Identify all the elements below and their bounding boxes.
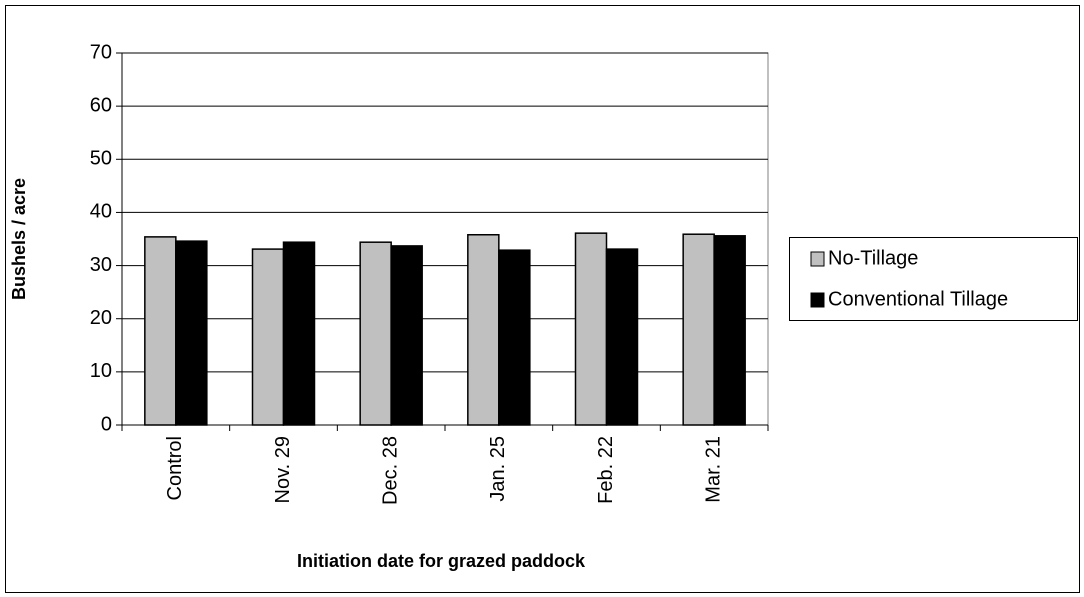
bar xyxy=(498,249,531,426)
bar xyxy=(605,248,639,426)
bar xyxy=(467,233,500,426)
y-tick-label: 50 xyxy=(90,148,112,170)
bar xyxy=(144,236,177,426)
y-tick-label: 0 xyxy=(101,413,112,435)
y-tick-label: 70 xyxy=(90,41,112,63)
x-tick-label: Jan. 25 xyxy=(487,436,509,502)
y-tick-label: 40 xyxy=(90,201,112,223)
bar xyxy=(175,240,208,426)
x-axis-title: Initiation date for grazed paddock xyxy=(297,551,586,571)
y-axis-title: Bushels / acre xyxy=(9,178,29,300)
y-tick-label: 60 xyxy=(90,94,112,116)
y-tick-label: 10 xyxy=(90,360,112,382)
legend-label: No-Tillage xyxy=(828,247,918,269)
x-tick-label: Dec. 28 xyxy=(379,436,401,505)
x-tick-label: Nov. 29 xyxy=(272,436,294,503)
y-tick-label: 30 xyxy=(90,254,112,276)
bar xyxy=(574,232,608,426)
bar xyxy=(682,233,715,426)
bar xyxy=(359,241,392,426)
legend-swatch xyxy=(810,251,825,267)
bar xyxy=(251,248,285,426)
x-tick-label: Mar. 21 xyxy=(702,436,724,503)
bar xyxy=(713,235,746,426)
y-tick-label: 20 xyxy=(90,307,112,329)
legend-box xyxy=(789,237,1078,321)
legend-label: Conventional Tillage xyxy=(828,288,1008,310)
bar xyxy=(390,245,423,426)
bar xyxy=(282,241,316,426)
x-tick-label: Control xyxy=(164,436,186,500)
plot-area xyxy=(121,52,769,426)
x-tick-label: Feb. 22 xyxy=(595,436,617,504)
legend-swatch xyxy=(810,292,825,308)
